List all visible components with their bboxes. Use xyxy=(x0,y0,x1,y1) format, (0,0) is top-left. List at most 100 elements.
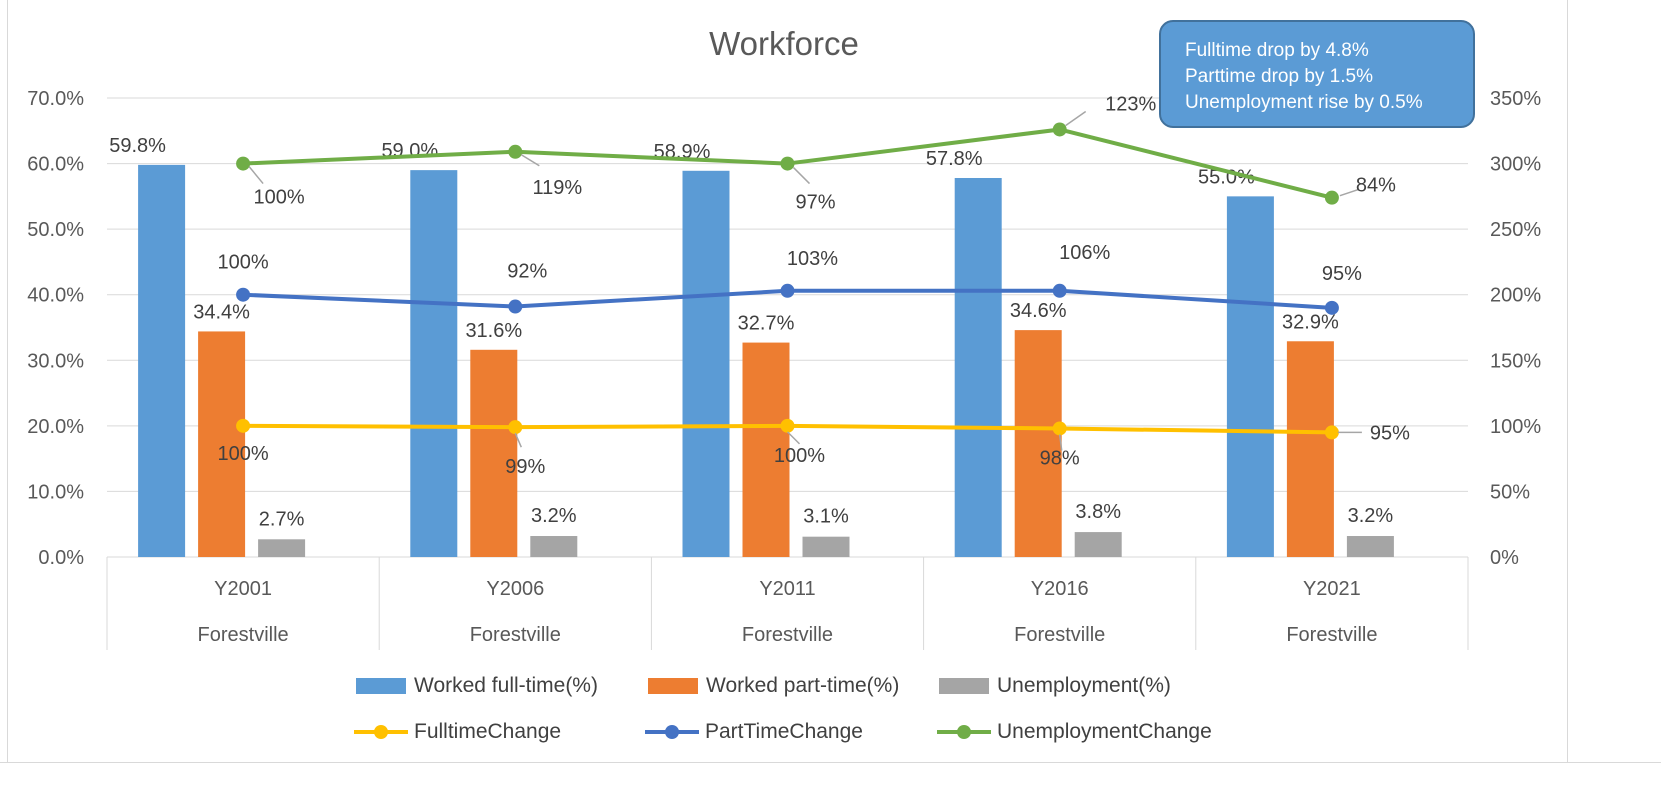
line-data-label: 92% xyxy=(507,261,547,283)
line-data-label: 119% xyxy=(532,177,582,199)
legend-item-parttime: Worked part-time(%) xyxy=(648,668,899,704)
bar xyxy=(1074,532,1122,557)
bar xyxy=(198,331,246,557)
x-tick-label-place: Forestville xyxy=(198,624,289,646)
data-label-leader xyxy=(792,167,811,185)
y-left-tick-label: 60.0% xyxy=(27,154,84,176)
bar-data-label: 34.6% xyxy=(1010,300,1067,322)
x-tick-label-year: Y2021 xyxy=(1303,578,1361,600)
line-data-label: 98% xyxy=(1040,447,1080,469)
x-tick-label-year: Y2016 xyxy=(1031,578,1089,600)
bar-data-label: 32.9% xyxy=(1282,311,1339,333)
bar xyxy=(1226,196,1274,557)
bar-data-label: 59.8% xyxy=(109,135,166,157)
line-data-label: 99% xyxy=(505,456,545,478)
y-right-tick-label: 250% xyxy=(1490,219,1541,241)
line-point xyxy=(1324,190,1339,205)
data-label-leader xyxy=(514,432,522,448)
x-tick-label-place: Forestville xyxy=(742,624,833,646)
line-data-label: 123% xyxy=(1105,93,1156,115)
legend-item-parttime-change: PartTimeChange xyxy=(645,714,863,750)
legend-item-fulltime: Worked full-time(%) xyxy=(356,668,598,704)
line-data-label: 97% xyxy=(795,192,835,214)
data-label-leader xyxy=(248,166,264,185)
bar xyxy=(682,170,730,557)
legend-label-unemployment-change: UnemploymentChange xyxy=(997,720,1212,743)
x-tick-label-year: Y2001 xyxy=(214,578,272,600)
bar-data-label: 57.8% xyxy=(926,148,983,170)
line-point xyxy=(1324,425,1339,440)
line-point xyxy=(236,418,251,433)
bar-data-label: 3.2% xyxy=(1348,505,1394,527)
legend-swatch-unemployment-change xyxy=(937,724,991,740)
x-tick-label-place: Forestville xyxy=(1014,624,1105,646)
bar-data-label: 55.0% xyxy=(1198,166,1255,188)
bar xyxy=(742,342,790,557)
legend-item-fulltime-change: FulltimeChange xyxy=(354,714,561,750)
bar xyxy=(1286,341,1334,557)
y-left-tick-label: 10.0% xyxy=(27,481,84,503)
legend-swatch-unemployment xyxy=(939,678,989,694)
y-left-tick-label: 0.0% xyxy=(38,547,84,569)
data-label-leader xyxy=(520,154,540,167)
y-left-tick-label: 30.0% xyxy=(27,350,84,372)
chart-plot: Workforce 0.0% 10.0% 20.0% 30.0% 40.0% 50.0% 60… xyxy=(27,25,1541,650)
line-point xyxy=(1052,421,1067,436)
line-point xyxy=(780,418,795,433)
bar xyxy=(1014,330,1062,557)
line-point xyxy=(780,283,795,298)
bar-data-label: 3.8% xyxy=(1075,501,1121,523)
line-point xyxy=(508,420,523,435)
legend-item-unemployment-change: UnemploymentChange xyxy=(937,714,1212,750)
legend-label-fulltime-change: FulltimeChange xyxy=(414,720,562,743)
legend-row-lines: FulltimeChange PartTimeChange Unemployme… xyxy=(0,714,1568,750)
line-data-label: 100% xyxy=(218,252,269,274)
line-data-label: 84% xyxy=(1356,175,1396,197)
x-tick-label-place: Forestville xyxy=(470,624,561,646)
bar-data-label: 34.4% xyxy=(193,301,250,323)
x-tick-label-year: Y2006 xyxy=(486,578,544,600)
bar xyxy=(802,536,850,557)
spreadsheet-left-edge xyxy=(0,0,8,807)
bar-data-label: 2.7% xyxy=(259,508,305,530)
bar-data-label: 31.6% xyxy=(465,320,522,342)
y-left-tick-label: 40.0% xyxy=(27,285,84,307)
line-data-label: 95% xyxy=(1370,422,1410,444)
legend-swatch-fulltime-change xyxy=(354,724,408,740)
y-right-tick-label: 350% xyxy=(1490,88,1541,110)
bar xyxy=(470,349,518,557)
line-data-label: 100% xyxy=(254,187,305,209)
bar xyxy=(1346,536,1394,557)
bar xyxy=(410,170,458,557)
legend-label-parttime-change: PartTimeChange xyxy=(705,720,863,743)
bar-data-label: 3.1% xyxy=(803,506,849,528)
x-tick-label-year: Y2011 xyxy=(759,578,815,600)
callout-line-unemployment: Unemployment rise by 0.5% xyxy=(1185,92,1423,113)
legend-label-unemployment: Unemployment(%) xyxy=(997,674,1171,697)
legend-swatch-parttime-change xyxy=(645,724,699,740)
line-point xyxy=(236,156,251,171)
y-left-tick-label: 20.0% xyxy=(27,416,84,438)
bar-data-label: 3.2% xyxy=(531,505,577,527)
line-point xyxy=(508,144,523,159)
data-label-leader xyxy=(1339,188,1359,197)
line-point xyxy=(508,299,523,314)
line-point xyxy=(1052,122,1067,137)
y-left-tick-label: 70.0% xyxy=(27,88,84,110)
spreadsheet-bottom-margin xyxy=(0,762,1661,808)
data-label-leader xyxy=(786,431,801,445)
line-point xyxy=(1052,283,1067,298)
legend-row-bars: Worked full-time(%) Worked part-time(%) … xyxy=(0,668,1568,704)
y-right-tick-label: 100% xyxy=(1490,416,1541,438)
y-right-tick-label: 50% xyxy=(1490,481,1530,503)
legend-label-fulltime: Worked full-time(%) xyxy=(414,674,598,697)
y-right-tick-label: 300% xyxy=(1490,154,1541,176)
callout-box: Fulltime drop by 4.8% Parttime drop by 1… xyxy=(1159,20,1475,128)
bar xyxy=(138,164,186,557)
bar-data-label: 32.7% xyxy=(738,313,795,335)
callout-line-fulltime: Fulltime drop by 4.8% xyxy=(1185,40,1369,61)
bar xyxy=(530,536,578,557)
legend-swatch-fulltime xyxy=(356,678,406,694)
legend-swatch-parttime xyxy=(648,678,698,694)
